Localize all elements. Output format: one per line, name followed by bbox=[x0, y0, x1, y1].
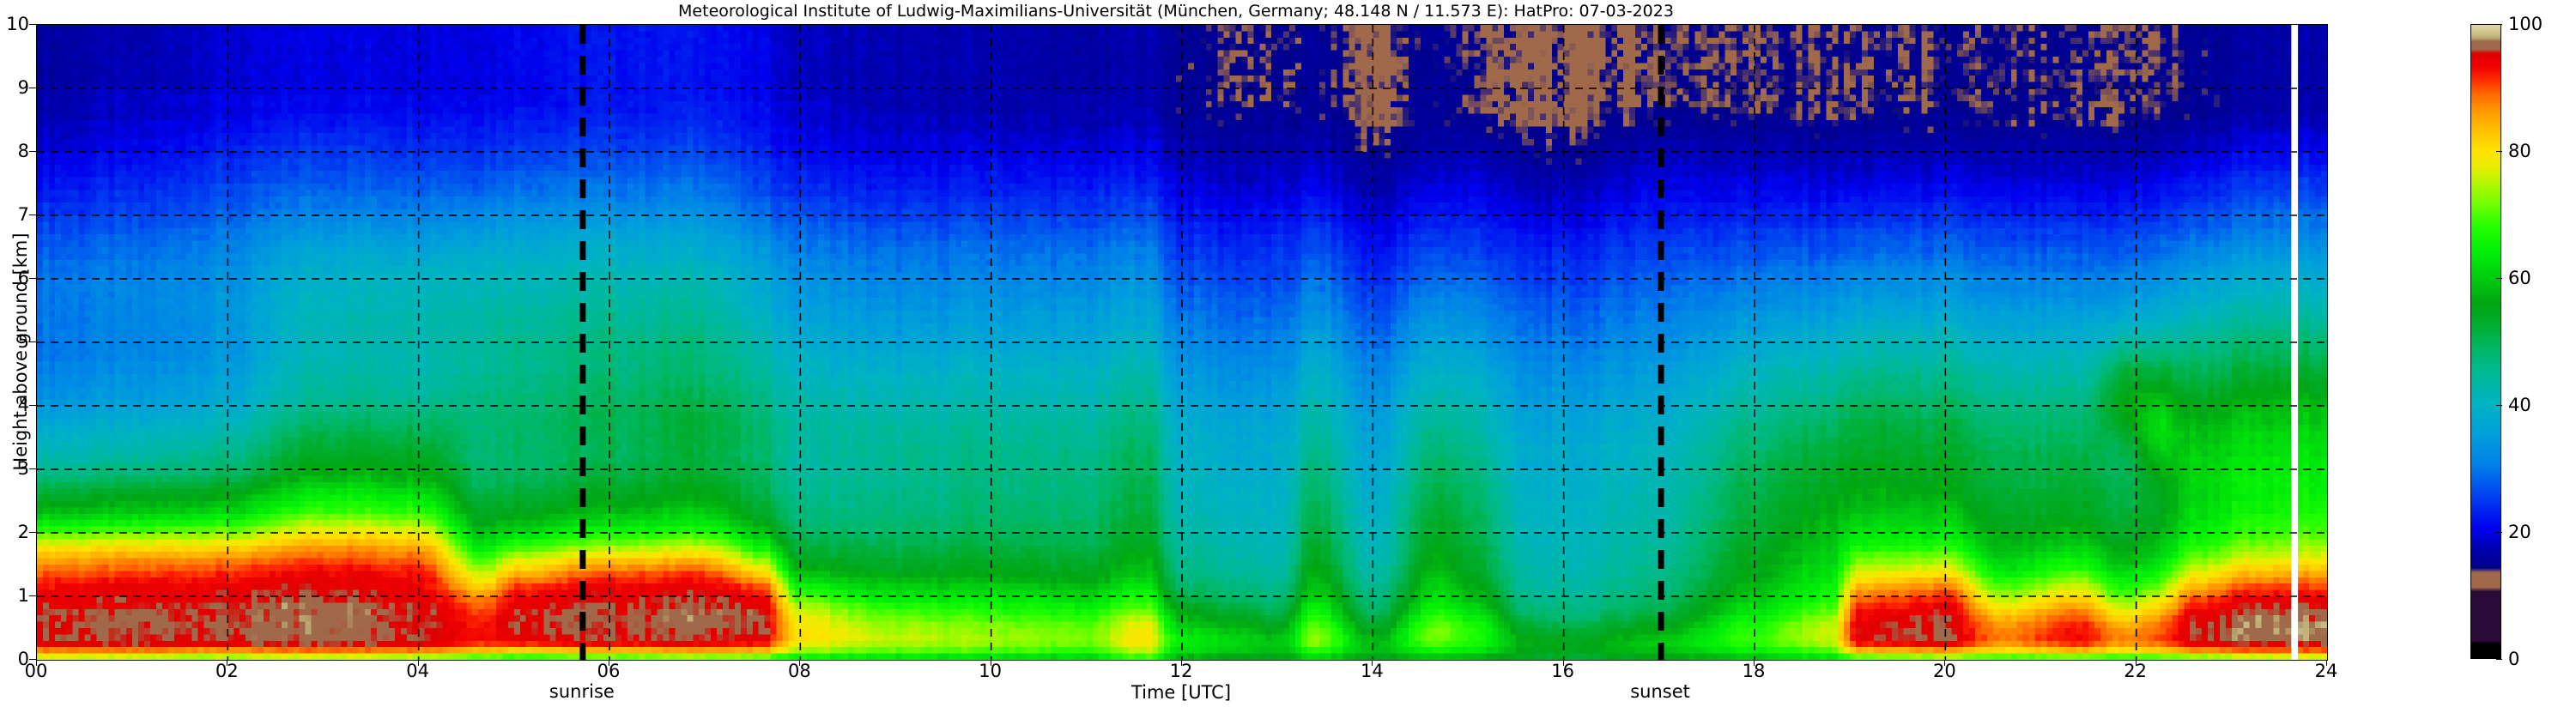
colorbar-tick-label: 20 bbox=[2508, 522, 2531, 542]
y-tick-label: 4 bbox=[17, 395, 29, 415]
y-tick-label: 5 bbox=[17, 331, 29, 352]
colorbar-tick-label: 40 bbox=[2508, 395, 2531, 415]
colorbar-tick-mark bbox=[2496, 532, 2502, 533]
y-tick-label: 1 bbox=[17, 585, 29, 606]
colorbar-tick-mark bbox=[2496, 151, 2502, 152]
y-tick-mark bbox=[29, 278, 36, 279]
x-tick-mark bbox=[417, 660, 419, 666]
y-tick-mark bbox=[29, 659, 36, 660]
colorbar-tick-mark bbox=[2496, 24, 2502, 25]
y-tick-label: 0 bbox=[17, 649, 29, 669]
x-tick-mark bbox=[2135, 660, 2137, 666]
humidity-heatmap bbox=[37, 25, 2327, 660]
x-tick-mark bbox=[1372, 660, 1373, 666]
event-label-sunrise: sunrise bbox=[549, 681, 615, 702]
y-tick-mark bbox=[29, 341, 36, 342]
colorbar bbox=[2470, 24, 2501, 659]
colorbar-tick-label: 60 bbox=[2508, 268, 2531, 288]
y-tick-label: 3 bbox=[17, 458, 29, 479]
y-tick-label: 8 bbox=[17, 141, 29, 161]
x-tick-mark bbox=[36, 660, 37, 666]
y-tick-label: 10 bbox=[6, 14, 29, 34]
y-tick-label: 6 bbox=[17, 268, 29, 288]
x-tick-mark bbox=[1562, 660, 1564, 666]
x-tick-mark bbox=[1181, 660, 1182, 666]
y-tick-mark bbox=[29, 468, 36, 469]
event-label-sunset: sunset bbox=[1630, 681, 1690, 702]
plot-area[interactable] bbox=[36, 24, 2328, 661]
colorbar-tick-label: 100 bbox=[2508, 14, 2543, 34]
colorbar-tick-mark bbox=[2496, 659, 2502, 660]
y-tick-mark bbox=[29, 532, 36, 533]
figure-title: Meteorological Institute of Ludwig-Maxim… bbox=[678, 2, 1674, 21]
x-tick-mark bbox=[1754, 660, 1755, 666]
y-tick-mark bbox=[29, 595, 36, 596]
colorbar-tick-label: 80 bbox=[2508, 141, 2531, 161]
x-tick-mark bbox=[2326, 660, 2327, 666]
colorbar-tick-label: 0 bbox=[2508, 649, 2520, 669]
y-tick-label: 9 bbox=[17, 77, 29, 98]
y-tick-mark bbox=[29, 405, 36, 406]
colorbar-tick-mark bbox=[2496, 278, 2502, 279]
y-tick-mark bbox=[29, 24, 36, 25]
x-tick-mark bbox=[799, 660, 801, 666]
y-tick-label: 7 bbox=[17, 204, 29, 225]
x-axis-title: Time [UTC] bbox=[1130, 682, 1232, 703]
colorbar-gradient bbox=[2470, 24, 2501, 659]
colorbar-tick-mark bbox=[2496, 405, 2502, 406]
colorbar-tick-labels: 0 20 40 60 80 100 bbox=[2470, 0, 2576, 707]
x-tick-mark bbox=[1944, 660, 1946, 666]
y-axis-tick-labels: 0 1 2 3 4 5 6 7 8 9 10 bbox=[0, 0, 33, 707]
y-tick-mark bbox=[29, 151, 36, 152]
y-tick-label: 2 bbox=[17, 522, 29, 542]
